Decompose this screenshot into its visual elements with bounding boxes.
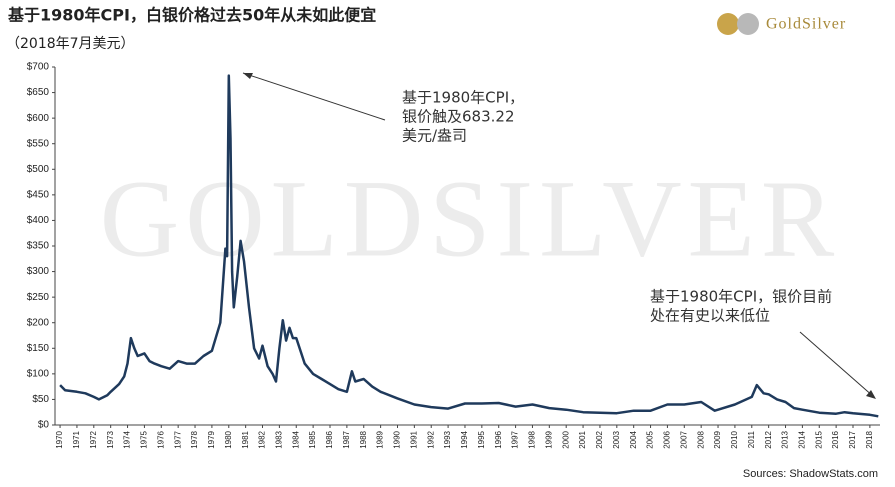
y-tick-label: $150	[27, 343, 50, 354]
x-tick-label: 1996	[494, 430, 503, 448]
x-tick-label: 1995	[477, 430, 486, 448]
x-tick-label: 2008	[696, 430, 705, 448]
x-tick-label: 1981	[241, 430, 250, 448]
x-tick-label: 1993	[443, 430, 452, 448]
x-tick-label: 1977	[173, 430, 182, 448]
x-tick-label: 2011	[747, 430, 756, 448]
y-tick-label: $450	[27, 189, 50, 200]
y-tick-label: $300	[27, 266, 50, 277]
source: Sources: ShadowStats.com	[743, 468, 878, 480]
x-tick-label: 1988	[359, 430, 368, 448]
x-tick-label: 1984	[291, 430, 300, 448]
x-tick-label: 2005	[646, 430, 655, 448]
logo-text: GoldSilver	[766, 16, 846, 33]
x-tick-label: 1994	[460, 430, 469, 448]
y-tick-label: $700	[27, 62, 50, 73]
arrow-head	[866, 390, 876, 399]
x-tick-label: 1976	[156, 430, 165, 448]
x-tick-label: 2009	[713, 430, 722, 448]
x-tick-label: 2015	[814, 430, 823, 448]
x-tick-label: 1970	[55, 430, 64, 448]
annotation: 处在有史以来低位	[650, 307, 770, 325]
annotation-arrow	[799, 331, 875, 398]
y-tick-label: $100	[27, 368, 50, 379]
x-tick-label: 2013	[781, 430, 790, 448]
x-tick-label: 2003	[612, 430, 621, 448]
y-tick-label: $600	[27, 113, 50, 124]
chart-title: 基于1980年CPI，白银价格过去50年从未如此便宜	[7, 6, 376, 25]
x-tick-label: 2004	[629, 430, 638, 448]
x-tick-label: 1999	[544, 430, 553, 448]
x-tick-label: 1990	[393, 430, 402, 448]
y-tick-label: $550	[27, 138, 50, 149]
x-tick-label: 1971	[72, 430, 81, 448]
x-tick-label: 1992	[426, 430, 435, 448]
x-tick-label: 1998	[528, 430, 537, 448]
x-tick-label: 2012	[764, 430, 773, 448]
x-tick-label: 2010	[730, 430, 739, 448]
x-tick-label: 1991	[409, 430, 418, 448]
watermark: GoldSilver	[100, 157, 840, 279]
x-tick-label: 2016	[831, 430, 840, 448]
x-tick-label: 1983	[274, 430, 283, 448]
x-tick-label: 1979	[207, 430, 216, 448]
x-tick-label: 1974	[123, 430, 132, 448]
x-tick-label: 2002	[595, 430, 604, 448]
x-tick-label: 1980	[224, 430, 233, 448]
x-tick-label: 1989	[376, 430, 385, 448]
x-tick-label: 1972	[89, 430, 98, 448]
annotation: 基于1980年CPI，银价目前	[650, 288, 832, 306]
logo-coin	[737, 13, 759, 35]
y-tick-label: $400	[27, 215, 50, 226]
line-series	[59, 74, 879, 418]
x-tick-label: 2000	[561, 430, 570, 448]
x-tick-label: 1978	[190, 430, 199, 448]
y-tick-label: $650	[27, 87, 50, 98]
x-tick-label: 1987	[342, 430, 351, 448]
x-tick-label: 2018	[865, 430, 874, 448]
annotation: 银价触及683.22	[402, 108, 515, 126]
y-tick-label: $0	[38, 420, 50, 431]
x-tick-label: 1986	[325, 430, 334, 448]
y-tick-label: $50	[32, 394, 49, 405]
annotation: 美元/盎司	[402, 127, 467, 145]
logo-coin	[717, 13, 739, 35]
subtitle: （2018年7月美元）	[6, 36, 135, 52]
x-tick-label: 1985	[308, 430, 317, 448]
annotation: 基于1980年CPI，	[402, 89, 524, 107]
y-tick-label: $500	[27, 164, 50, 175]
x-tick-label: 2017	[848, 430, 857, 448]
y-tick-label: $350	[27, 241, 50, 252]
x-tick-label: 1973	[106, 430, 115, 448]
x-tick-label: 2001	[578, 430, 587, 448]
x-tick-label: 1997	[511, 430, 520, 448]
annotation-arrow	[242, 72, 386, 121]
arrow-head	[243, 73, 253, 79]
y-tick-label: $200	[27, 317, 50, 328]
y-tick-label: $250	[27, 292, 50, 303]
x-tick-label: 2014	[798, 430, 807, 448]
x-tick-label: 1975	[140, 430, 149, 448]
x-tick-label: 1982	[258, 430, 267, 448]
x-tick-label: 2006	[663, 430, 672, 448]
x-tick-label: 2007	[679, 430, 688, 448]
